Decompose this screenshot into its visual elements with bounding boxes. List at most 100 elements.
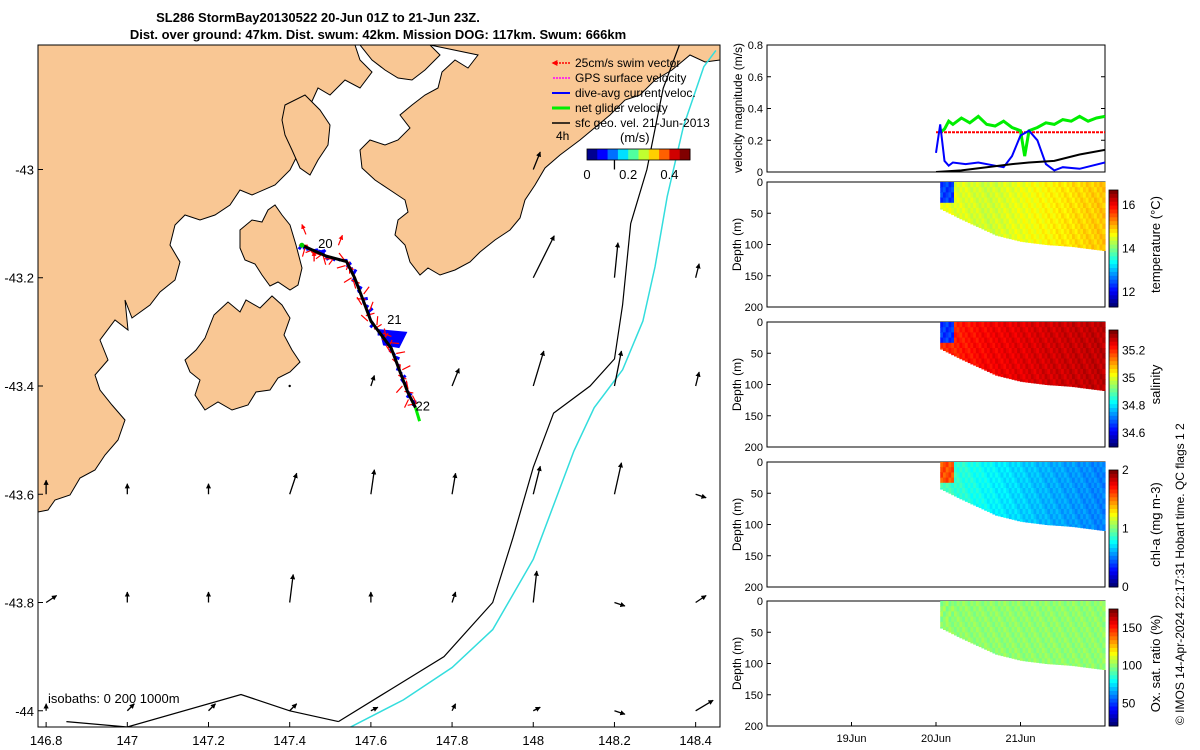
section-cell [1074, 627, 1079, 633]
section-cell [1041, 239, 1046, 245]
section-cell [1102, 647, 1106, 654]
section-cell [1069, 503, 1073, 510]
section-cell [1077, 228, 1081, 235]
section-cell [1000, 197, 1004, 204]
map-x-tick-label: 148 [522, 733, 544, 748]
section-cell [956, 213, 960, 218]
section-cell [1055, 213, 1059, 220]
section-cell [951, 467, 955, 473]
section-cell [1058, 213, 1062, 220]
section-cell [1069, 353, 1073, 360]
section-cell [954, 493, 958, 497]
section-cell [1066, 472, 1070, 479]
section-cell [1102, 368, 1106, 375]
section-cell [945, 192, 949, 199]
section-cell [978, 632, 982, 639]
section-cell [1050, 322, 1054, 328]
section-cell [1058, 234, 1062, 240]
geo-vector [613, 462, 623, 495]
section-cell [1091, 384, 1095, 390]
section-cell [1008, 601, 1013, 607]
section-cell [1044, 488, 1048, 494]
section-cell [1052, 379, 1057, 386]
section-cell [1041, 342, 1046, 349]
section-cell [1099, 374, 1103, 380]
section-cell [1094, 213, 1098, 220]
section-cell [1047, 508, 1051, 515]
section-cell [1006, 332, 1010, 339]
section-cell [1058, 218, 1062, 225]
section-cell [1102, 632, 1106, 639]
section-cell [1063, 663, 1068, 666]
section-cell [959, 213, 963, 220]
section-cell [959, 611, 963, 618]
section-cell [1039, 632, 1043, 639]
section-colorbar-segment [1109, 256, 1118, 261]
section-cell [956, 327, 960, 333]
section-cell [1102, 348, 1106, 354]
section-cell [1028, 197, 1032, 204]
section-cell [1052, 202, 1057, 209]
section-cell [1022, 503, 1026, 510]
section-cell [1102, 389, 1106, 391]
geo-vector [532, 350, 545, 387]
section-cell [1077, 503, 1081, 510]
section-cell [1006, 482, 1010, 489]
section-cell [940, 462, 944, 468]
section-cell [981, 332, 985, 339]
section-cell [959, 482, 963, 489]
section-cell [1044, 218, 1048, 225]
section-colorbar-segment [1109, 497, 1118, 502]
section-cell [1033, 239, 1037, 244]
section-cell [1094, 363, 1098, 370]
section-cell [1036, 332, 1040, 339]
section-ylabel: Depth (m) [730, 637, 744, 690]
section-cell [1055, 616, 1059, 623]
velocity-ylabel: velocity magnitude (m/s) [731, 43, 745, 173]
section-cell [1066, 374, 1070, 380]
section-cell [970, 363, 974, 365]
swim-vector [411, 395, 418, 404]
section-cell [1039, 519, 1043, 525]
section-cell [1099, 322, 1103, 328]
section-cell [964, 637, 969, 641]
section-cell [1025, 488, 1029, 494]
section-cell [1080, 663, 1084, 668]
section-cell [1099, 642, 1103, 649]
section-cell [1039, 337, 1043, 344]
section-cell [1022, 616, 1026, 623]
section-cell [1014, 239, 1018, 241]
section-cell [1019, 322, 1024, 328]
section-cell [992, 353, 996, 360]
section-cell [1085, 519, 1090, 526]
section-cell [1069, 363, 1073, 370]
section-cell [959, 202, 963, 209]
section-cell [975, 348, 980, 354]
section-cell [1030, 616, 1035, 623]
section-cell [978, 601, 982, 607]
section-cell [1085, 611, 1090, 618]
section-cell [940, 627, 944, 629]
section-cell [1017, 337, 1021, 344]
section-colorbar-segment [1109, 567, 1118, 572]
section-cell [1044, 472, 1048, 479]
section-cell [1044, 482, 1048, 489]
section-cell [1069, 182, 1073, 188]
section-cell [1014, 647, 1018, 654]
section-cell [1066, 663, 1070, 666]
section-cell [1069, 647, 1073, 654]
section-colorbar-label: Ox. sat. ratio (%) [1148, 615, 1163, 713]
section-cell [1096, 611, 1101, 618]
section-colorbar-segment [1109, 345, 1118, 350]
section-cell [1003, 653, 1007, 657]
section-cell [1033, 503, 1037, 510]
section-colorbar-segment [1109, 431, 1118, 436]
section-cell [1061, 234, 1065, 240]
section-cell [1025, 616, 1029, 623]
section-cell [948, 332, 952, 339]
section-cell [1102, 353, 1106, 360]
section-cell [1019, 658, 1024, 661]
section-cell [1069, 493, 1073, 500]
section-cell [945, 621, 949, 628]
